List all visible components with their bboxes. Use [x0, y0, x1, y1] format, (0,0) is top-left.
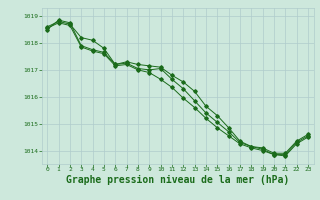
- X-axis label: Graphe pression niveau de la mer (hPa): Graphe pression niveau de la mer (hPa): [66, 175, 289, 185]
